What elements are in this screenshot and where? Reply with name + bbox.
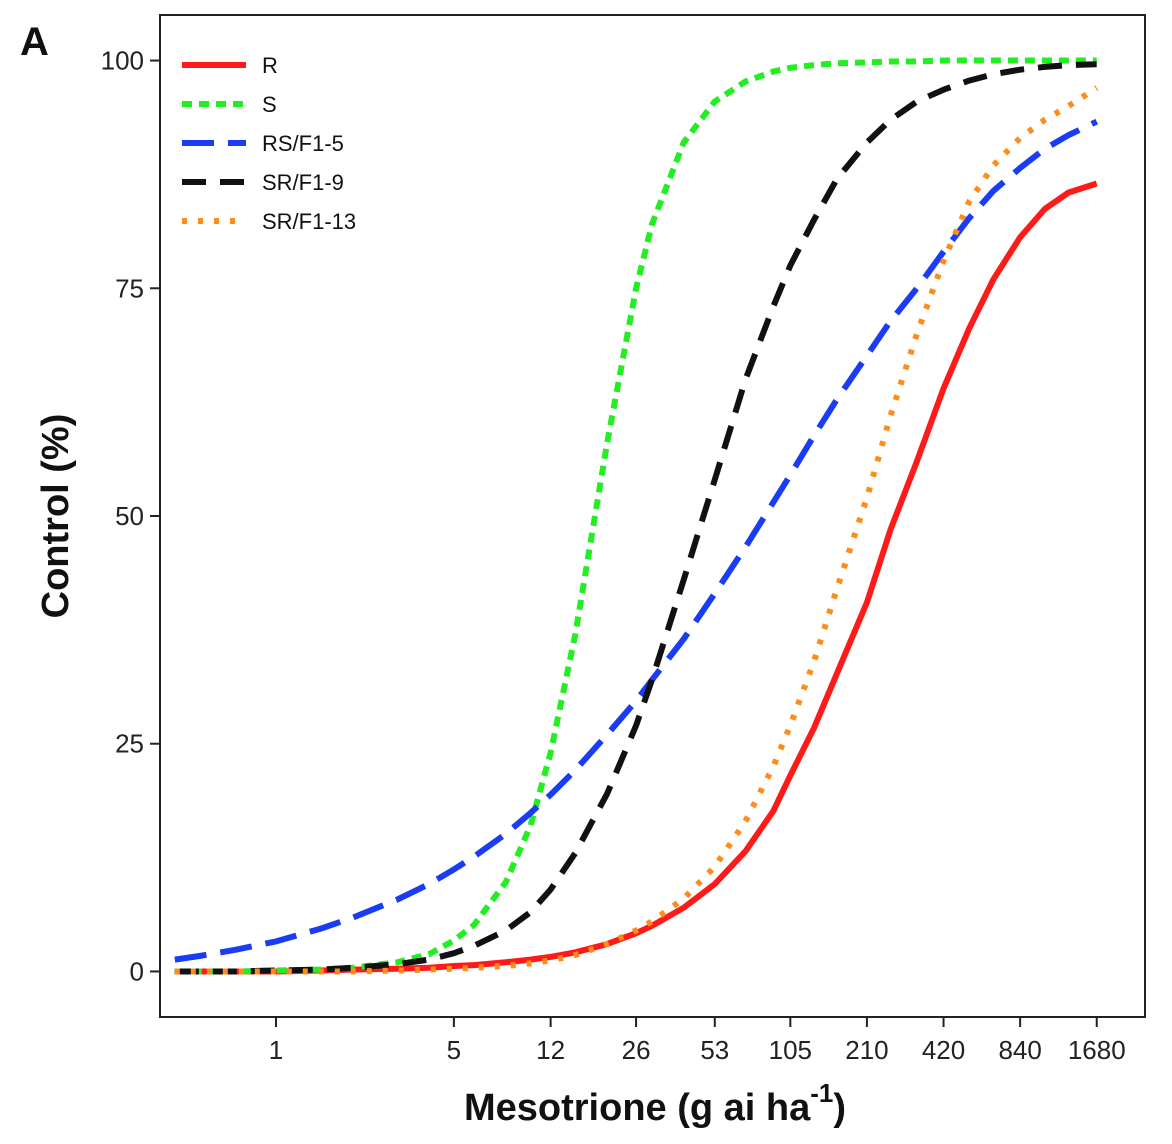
legend-label: SR/F1-9: [262, 170, 344, 195]
y-tick-label: 75: [115, 273, 144, 303]
y-axis: 0 25 50 75 100: [101, 46, 160, 986]
x-tick-label: 105: [769, 1035, 812, 1065]
x-tick-label: 12: [536, 1035, 565, 1065]
x-tick-label: 420: [922, 1035, 965, 1065]
y-tick-label: 50: [115, 501, 144, 531]
panel-label: A: [20, 20, 49, 64]
x-tick-label: 53: [700, 1035, 729, 1065]
x-tick-label: 5: [447, 1035, 461, 1065]
series-lines: [174, 57, 1099, 975]
y-tick-label: 100: [101, 46, 144, 76]
legend-label: RS/F1-5: [262, 131, 344, 156]
y-tick-label: 25: [115, 729, 144, 759]
legend-label: SR/F1-13: [262, 209, 356, 234]
x-tick-label: 840: [998, 1035, 1041, 1065]
x-tick-label: 1: [269, 1035, 283, 1065]
x-axis: 1 5 12 26 53 105 210 420 840 1680: [269, 1017, 1126, 1065]
y-tick-label: 0: [130, 956, 144, 986]
series-line-r: [174, 180, 1098, 975]
x-axis-title-main: Mesotrione (g ai ha: [464, 1087, 811, 1129]
x-tick-label: 1680: [1068, 1035, 1126, 1065]
x-axis-title: Mesotrione (g ai ha-1): [464, 1078, 846, 1129]
series-line-sr-f1-9: [174, 61, 1097, 975]
x-tick-label: 26: [622, 1035, 651, 1065]
x-axis-title-suffix: ): [833, 1087, 846, 1129]
x-axis-title-superscript: -1: [810, 1078, 833, 1108]
series-line-rs-f1-5: [174, 118, 1098, 963]
series-line-sr-f1-13: [174, 85, 1099, 975]
series-line-s: [174, 57, 1097, 975]
x-tick-label: 210: [845, 1035, 888, 1065]
y-axis-title: Control (%): [35, 414, 77, 619]
legend: RS RS/F1-5 SR/F1-9 SR/F1-13: [182, 53, 356, 234]
legend-label: S: [262, 92, 277, 117]
legend-label: R: [262, 53, 278, 78]
